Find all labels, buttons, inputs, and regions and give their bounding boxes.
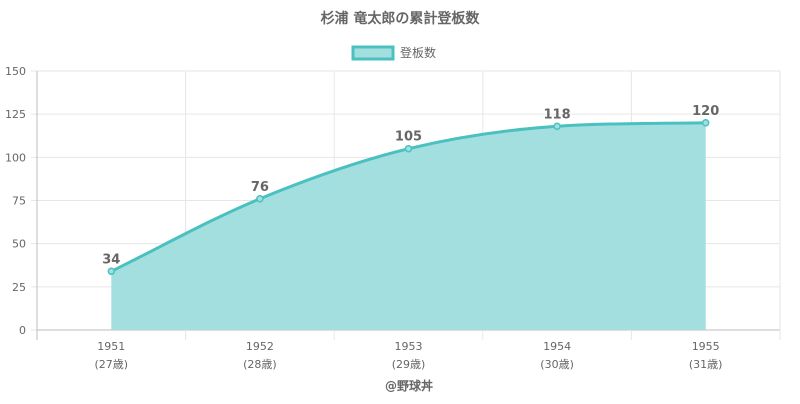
y-tick-label: 125 <box>5 108 26 121</box>
x-tick-sublabel: (30歳) <box>540 358 574 371</box>
y-tick-label: 0 <box>19 324 26 337</box>
data-point <box>553 122 561 131</box>
data-value-label: 120 <box>692 104 719 119</box>
x-tick-label: 1953 <box>395 340 423 353</box>
legend-swatch <box>351 45 395 61</box>
y-tick-label: 100 <box>5 151 26 164</box>
y-tick-label: 50 <box>12 238 26 251</box>
x-tick-sublabel: (27歳) <box>95 358 129 371</box>
x-tick-label: 1955 <box>692 340 720 353</box>
plot-area <box>107 119 710 330</box>
x-tick-sublabel: (28歳) <box>243 358 277 371</box>
data-point <box>107 267 116 276</box>
y-tick-label: 75 <box>12 195 26 208</box>
data-value-label: 76 <box>251 180 269 195</box>
data-value-label: 118 <box>544 107 571 122</box>
data-labels: 34 76 105 118 120 <box>102 104 719 267</box>
data-point <box>701 119 710 127</box>
x-tick-label: 1951 <box>97 340 125 353</box>
data-point <box>404 144 413 153</box>
chart-title: 杉浦 竜太郎の累計登板数 <box>321 10 481 27</box>
x-tick-label: 1954 <box>543 340 571 353</box>
x-tick-sublabel: (29歳) <box>392 358 426 371</box>
data-point <box>256 195 264 203</box>
legend-label: 登板数 <box>400 45 436 60</box>
credit-text: @野球丼 <box>385 378 433 393</box>
axes: 0 25 50 75 100 125 150 1951 (27歳) 1952 (28歳) 1953 (2… <box>5 65 722 371</box>
x-tick-sublabel: (31歳) <box>689 358 723 371</box>
data-value-label: 105 <box>395 130 422 145</box>
x-tick-label: 1952 <box>246 340 274 353</box>
y-tick-label: 150 <box>5 65 26 78</box>
y-tick-label: 25 <box>12 281 26 294</box>
legend[interactable]: 登板数 <box>351 45 436 61</box>
series-area-fill <box>111 122 706 330</box>
data-value-label: 34 <box>102 252 120 267</box>
